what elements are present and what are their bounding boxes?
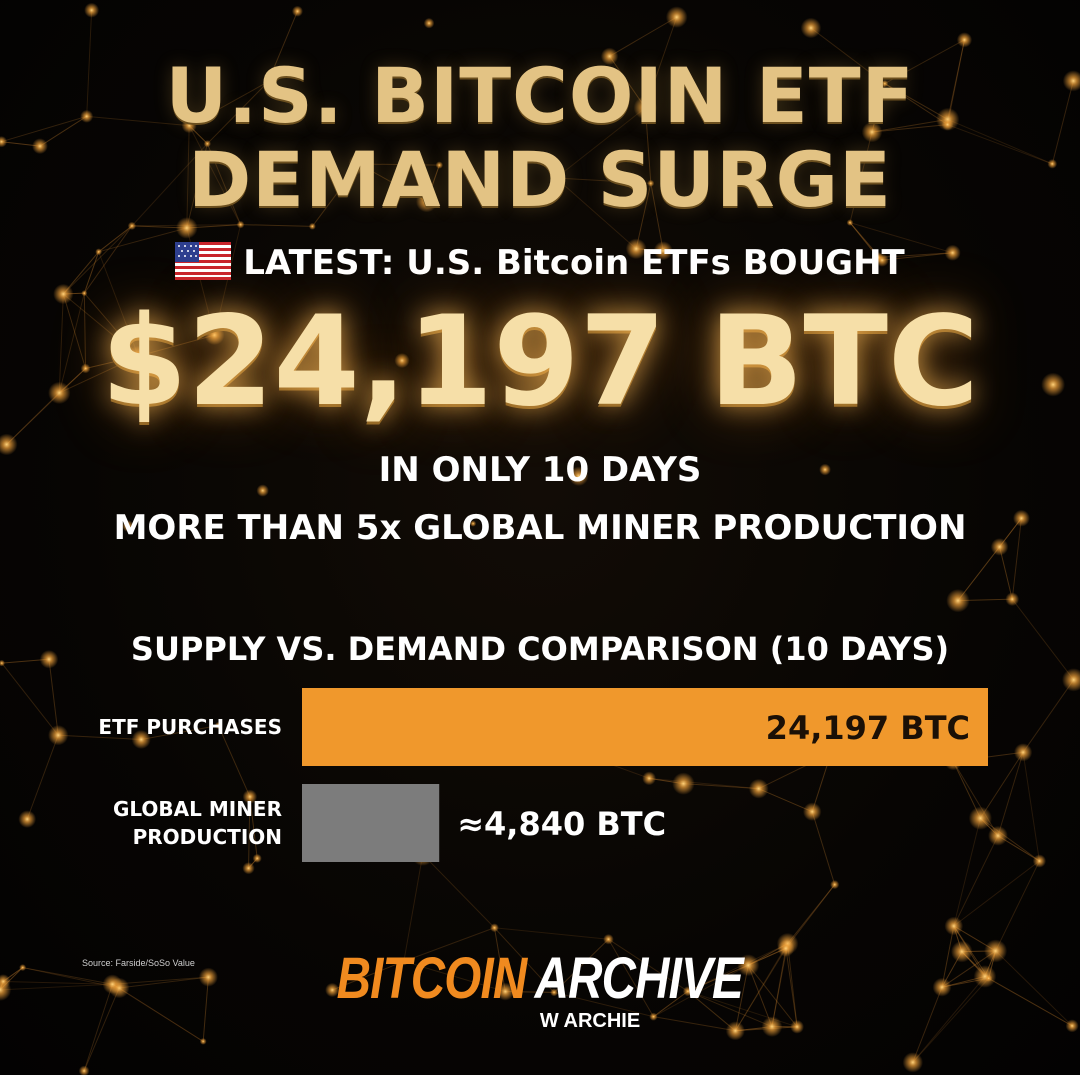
title-line-2: DEMAND SURGE bbox=[188, 135, 892, 224]
brand-subtitle: W ARCHIE bbox=[539, 1010, 641, 1032]
title-line-1: U.S. BITCOIN ETF bbox=[165, 51, 915, 140]
value-label: ≈4,840 BTC bbox=[457, 805, 666, 843]
multiple-text: MORE THAN 5x GLOBAL MINER PRODUCTION bbox=[113, 508, 967, 548]
us-flag-icon bbox=[175, 242, 232, 280]
latest-headline: LATEST: U.S. Bitcoin ETFs BOUGHT bbox=[0, 242, 1080, 283]
category-label: GLOBAL MINER PRODUCTION bbox=[113, 797, 282, 849]
brand-name-part2: ARCHIVE bbox=[534, 946, 744, 1011]
source-note: Source: Farside/SoSo Value bbox=[82, 958, 195, 968]
brand-logo: BITCOIN ARCHIVE bbox=[0, 950, 1080, 1008]
brand-name-part1: BITCOIN bbox=[336, 946, 528, 1011]
bar-chart: ETF PURCHASES 24,197 BTC GLOBAL MINER PRODU… bbox=[98, 688, 988, 862]
period-text: IN ONLY 10 DAYS bbox=[378, 450, 702, 490]
brand-name: BITCOIN ARCHIVE bbox=[337, 950, 744, 1008]
bar-etf-purchases bbox=[302, 688, 988, 766]
value-label: 24,197 BTC bbox=[766, 709, 970, 747]
btc-amount-headline: $24,197 BTC bbox=[100, 290, 980, 434]
chart-title: SUPPLY VS. DEMAND COMPARISON (10 DAYS) bbox=[130, 630, 950, 668]
network-lines bbox=[0, 10, 1075, 1072]
category-label: ETF PURCHASES bbox=[98, 715, 282, 739]
bar-global-miner-production bbox=[302, 784, 440, 862]
latest-text: LATEST: U.S. Bitcoin ETFs BOUGHT bbox=[243, 243, 905, 283]
